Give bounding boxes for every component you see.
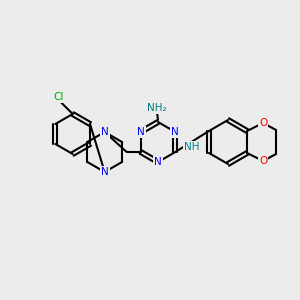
Text: O: O [259,118,267,128]
Text: N: N [101,127,109,137]
Text: Cl: Cl [53,92,64,102]
Text: N: N [171,127,179,137]
Text: NH₂: NH₂ [147,103,167,113]
Text: NH: NH [184,142,200,152]
Text: N: N [154,157,162,167]
Text: N: N [101,167,109,177]
Text: O: O [259,156,267,166]
Text: N: N [137,127,145,137]
